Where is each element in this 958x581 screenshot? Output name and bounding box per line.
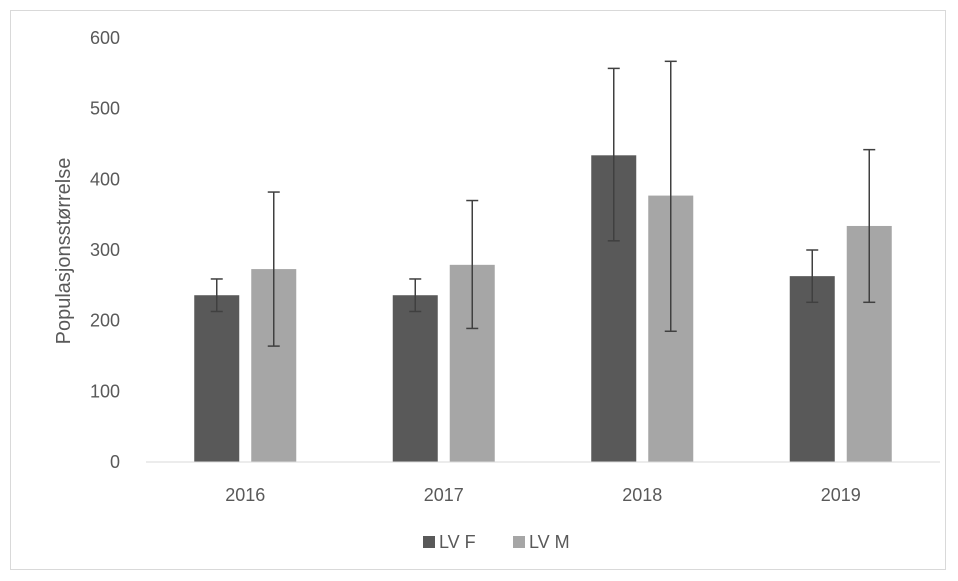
y-tick-label: 600 <box>90 28 120 48</box>
y-tick-label: 200 <box>90 311 120 331</box>
y-axis-title-group: Populasjonsstørrelse <box>53 158 75 345</box>
y-axis-title: Populasjonsstørrelse <box>53 158 75 345</box>
error-bar-lv-m-2016 <box>267 191 280 347</box>
legend-label: LV M <box>529 532 570 552</box>
error-bars <box>210 60 876 347</box>
legend: LV F LV M <box>423 532 570 552</box>
bar-lv-f-2016 <box>194 295 240 462</box>
y-axis-ticks: 0 100 200 300 400 500 600 <box>90 28 120 472</box>
error-bar-lv-f-2017 <box>409 278 422 313</box>
x-tick-label: 2019 <box>821 485 861 505</box>
legend-swatch <box>513 536 525 548</box>
x-tick-label: 2017 <box>424 485 464 505</box>
error-bar-lv-f-2019 <box>806 249 819 304</box>
x-axis-ticks: 2016 2017 2018 2019 <box>225 485 861 505</box>
bar-lv-f-2017 <box>392 295 438 462</box>
legend-swatch <box>423 536 435 548</box>
bars <box>194 155 892 462</box>
error-bar-lv-f-2018 <box>607 67 620 242</box>
x-tick-label: 2016 <box>225 485 265 505</box>
error-bar-lv-m-2017 <box>466 199 479 330</box>
y-tick-label: 0 <box>110 452 120 472</box>
legend-item-lv-m: LV M <box>513 532 570 552</box>
error-bar-lv-m-2019 <box>863 148 876 304</box>
y-tick-label: 100 <box>90 381 120 401</box>
error-bar-lv-f-2016 <box>210 278 223 313</box>
y-tick-label: 400 <box>90 169 120 189</box>
error-bar-lv-m-2018 <box>664 60 677 333</box>
y-tick-label: 300 <box>90 240 120 260</box>
legend-item-lv-f: LV F <box>423 532 476 552</box>
y-tick-label: 500 <box>90 99 120 119</box>
bar-lv-f-2019 <box>789 276 835 462</box>
legend-label: LV F <box>439 532 476 552</box>
x-tick-label: 2018 <box>622 485 662 505</box>
